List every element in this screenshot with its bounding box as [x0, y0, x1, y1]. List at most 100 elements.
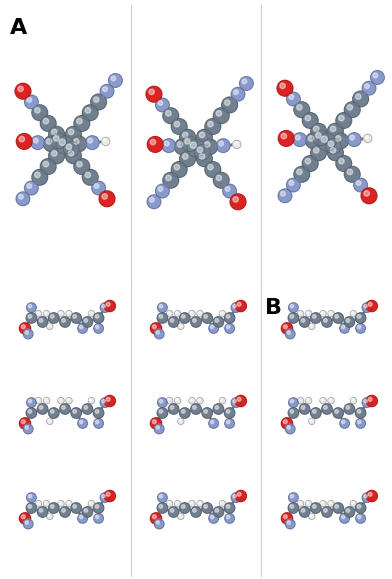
Circle shape [158, 303, 167, 313]
Circle shape [194, 144, 210, 160]
Circle shape [51, 151, 57, 156]
Circle shape [106, 492, 110, 496]
Circle shape [204, 409, 207, 413]
Circle shape [45, 312, 47, 314]
Circle shape [150, 140, 156, 145]
Circle shape [60, 404, 70, 414]
Circle shape [299, 312, 301, 314]
Text: A: A [10, 18, 27, 38]
Circle shape [289, 398, 298, 408]
Circle shape [234, 142, 237, 145]
Circle shape [322, 317, 332, 327]
Circle shape [39, 508, 43, 512]
Circle shape [74, 159, 90, 174]
Circle shape [167, 312, 170, 314]
Circle shape [88, 500, 94, 507]
Circle shape [242, 79, 247, 84]
Circle shape [166, 310, 173, 317]
Circle shape [240, 76, 253, 90]
Circle shape [73, 505, 76, 508]
Circle shape [356, 408, 366, 418]
Circle shape [157, 408, 168, 418]
Circle shape [233, 305, 236, 308]
Circle shape [104, 301, 115, 312]
Circle shape [190, 142, 196, 148]
Circle shape [356, 419, 365, 428]
Circle shape [185, 139, 190, 144]
Circle shape [158, 493, 167, 503]
Circle shape [202, 313, 212, 323]
Circle shape [364, 134, 372, 142]
Circle shape [307, 312, 309, 314]
Circle shape [307, 398, 309, 401]
Circle shape [322, 404, 332, 414]
Circle shape [158, 186, 163, 192]
Circle shape [80, 515, 83, 519]
Circle shape [328, 123, 343, 139]
Circle shape [32, 105, 48, 120]
Circle shape [71, 136, 87, 152]
Circle shape [322, 507, 332, 517]
Circle shape [328, 141, 334, 146]
Circle shape [216, 111, 221, 116]
Circle shape [102, 193, 107, 199]
Circle shape [288, 503, 299, 513]
Circle shape [174, 397, 181, 404]
Circle shape [28, 314, 32, 318]
Circle shape [167, 501, 170, 504]
Circle shape [94, 97, 99, 102]
Circle shape [301, 508, 305, 512]
Circle shape [316, 133, 321, 138]
Circle shape [288, 408, 299, 418]
Circle shape [350, 310, 357, 317]
Circle shape [219, 397, 226, 404]
Circle shape [102, 137, 110, 146]
Circle shape [100, 303, 110, 313]
Circle shape [51, 133, 67, 149]
Circle shape [44, 397, 50, 404]
Circle shape [152, 420, 156, 424]
Circle shape [290, 505, 294, 508]
Circle shape [301, 406, 305, 409]
Circle shape [350, 397, 357, 404]
Circle shape [178, 418, 184, 424]
Circle shape [66, 310, 72, 317]
Circle shape [60, 507, 70, 517]
Circle shape [43, 118, 49, 124]
Circle shape [305, 397, 312, 404]
Circle shape [106, 397, 110, 401]
Circle shape [357, 409, 361, 413]
Circle shape [174, 500, 181, 507]
Circle shape [151, 323, 162, 334]
Circle shape [366, 301, 377, 312]
Circle shape [15, 83, 31, 99]
Circle shape [344, 317, 355, 327]
Circle shape [287, 426, 290, 429]
Circle shape [152, 325, 156, 329]
Circle shape [325, 138, 341, 154]
Circle shape [289, 94, 294, 100]
Circle shape [290, 409, 294, 413]
Circle shape [18, 86, 24, 91]
Circle shape [24, 424, 33, 434]
Circle shape [158, 398, 167, 408]
Circle shape [356, 181, 361, 185]
Circle shape [162, 139, 176, 152]
Circle shape [213, 404, 223, 414]
Circle shape [66, 144, 72, 149]
Circle shape [80, 325, 83, 329]
Circle shape [312, 409, 316, 413]
Circle shape [219, 310, 226, 317]
Circle shape [309, 513, 315, 519]
Circle shape [370, 71, 384, 85]
Circle shape [362, 303, 372, 313]
Circle shape [60, 317, 70, 327]
Circle shape [301, 318, 305, 323]
Circle shape [73, 139, 79, 144]
Circle shape [56, 136, 74, 154]
Circle shape [174, 122, 180, 127]
Circle shape [341, 420, 345, 424]
Circle shape [163, 173, 179, 188]
Circle shape [361, 188, 377, 204]
Circle shape [171, 119, 187, 134]
